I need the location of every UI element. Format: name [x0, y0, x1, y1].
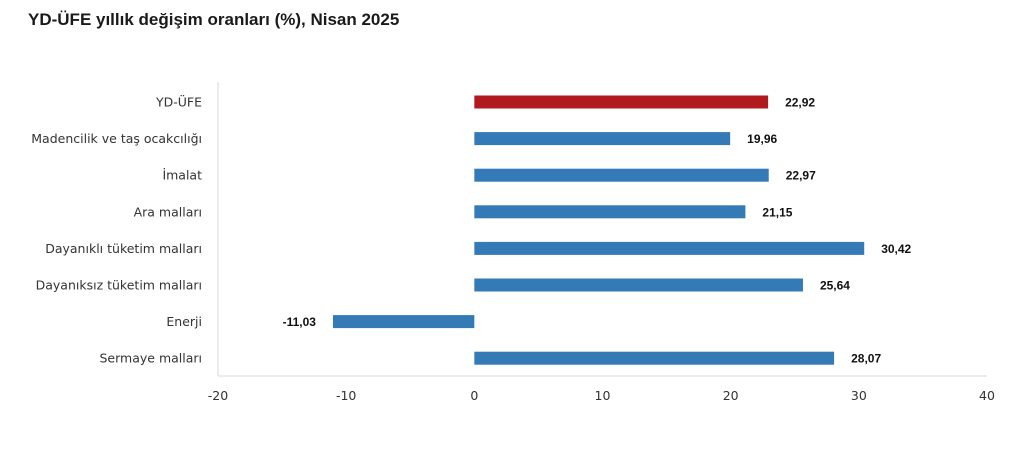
data-label: -11,03	[283, 315, 317, 329]
data-label: 30,42	[881, 242, 911, 256]
x-tick-label: 10	[595, 388, 611, 403]
category-label: Dayanıksız tüketim malları	[36, 278, 202, 293]
data-label: 21,15	[762, 205, 792, 219]
x-tick-label: -20	[208, 388, 228, 403]
bar	[474, 351, 835, 365]
data-label: 28,07	[851, 352, 881, 366]
bar	[474, 241, 865, 255]
bar	[474, 95, 769, 109]
x-tick-label: -10	[336, 388, 356, 403]
x-tick-label: 20	[723, 388, 739, 403]
data-label: 25,64	[820, 279, 850, 293]
data-label: 22,97	[786, 169, 816, 183]
bar	[474, 205, 746, 219]
x-tick-label: 40	[979, 388, 995, 403]
category-label: Sermaye malları	[100, 351, 203, 366]
category-label: Dayanıklı tüketim malları	[45, 241, 202, 256]
category-label: İmalat	[162, 168, 202, 183]
category-label: YD-ÜFE	[155, 94, 202, 110]
x-tick-label: 0	[470, 388, 478, 403]
category-label: Enerji	[166, 314, 202, 329]
bar	[474, 168, 769, 182]
x-tick-label: 30	[851, 388, 867, 403]
category-label: Ara malları	[134, 204, 202, 219]
bar	[332, 315, 475, 329]
bar	[474, 132, 731, 146]
data-label: 19,96	[747, 132, 777, 146]
category-label: Madencilik ve taş ocakcılığı	[31, 131, 202, 146]
chart-title: YD-ÜFE yıllık değişim oranları (%), Nisa…	[28, 10, 400, 29]
bar	[474, 278, 803, 292]
data-label: 22,92	[785, 96, 815, 110]
